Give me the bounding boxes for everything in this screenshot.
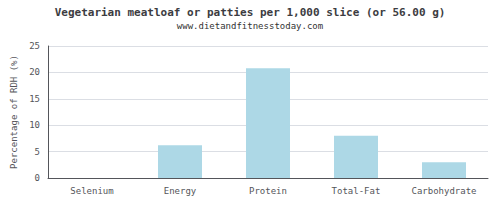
svg-text:Selenium: Selenium: [70, 186, 113, 196]
svg-text:25: 25: [29, 41, 40, 51]
svg-text:Total-Fat: Total-Fat: [332, 186, 381, 196]
svg-text:Energy: Energy: [164, 186, 197, 196]
svg-text:20: 20: [29, 67, 40, 77]
svg-text:5: 5: [35, 147, 40, 157]
svg-text:Protein: Protein: [249, 186, 287, 196]
svg-text:Vegetarian meatloaf or patties: Vegetarian meatloaf or patties per 1,000…: [55, 6, 446, 19]
svg-text:10: 10: [29, 120, 40, 130]
svg-text:Percentage of RDH (%): Percentage of RDH (%): [9, 55, 19, 169]
svg-text:www.dietandfitnesstoday.com: www.dietandfitnesstoday.com: [177, 21, 323, 31]
svg-text:Carbohydrate: Carbohydrate: [411, 186, 476, 196]
svg-text:15: 15: [29, 94, 40, 104]
svg-text:0: 0: [35, 173, 40, 183]
